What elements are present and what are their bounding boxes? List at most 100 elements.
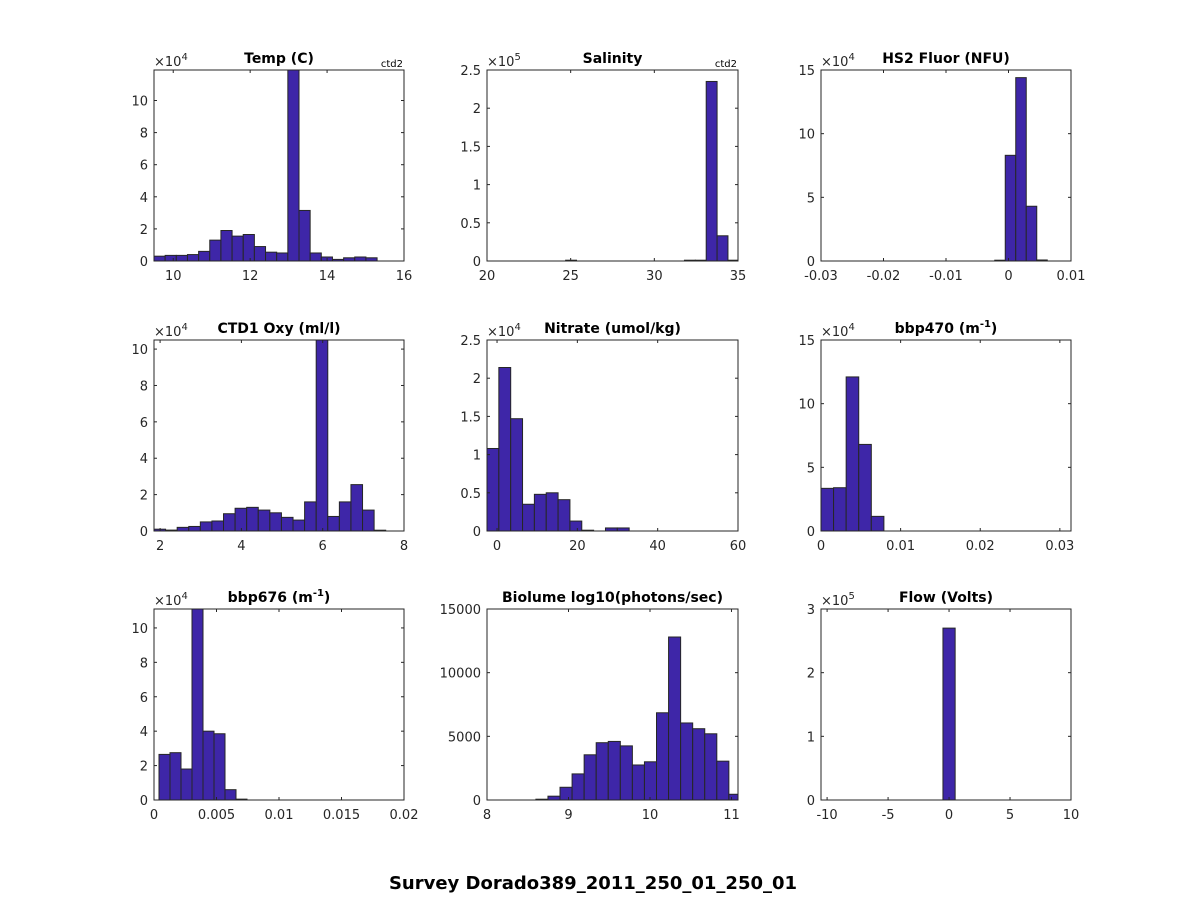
y-exponent-label: ×104 xyxy=(821,52,855,70)
subplot-1: 10 12 14 16 0 2 4 6 8 10 ×104 Temp (C) ctd2 xyxy=(131,51,412,284)
y-tick-label: 15 xyxy=(798,64,815,79)
histogram-bar xyxy=(571,773,585,801)
x-tick-label: 9 xyxy=(564,808,572,823)
sensor-annotation: ctd2 xyxy=(715,59,737,70)
y-exponent-label: ×104 xyxy=(154,591,188,609)
y-tick-label: 1 xyxy=(473,449,481,464)
histogram-bar xyxy=(257,509,271,532)
sensor-annotation: ctd2 xyxy=(381,59,403,70)
y-tick-label: 2.5 xyxy=(460,334,481,349)
x-tick-label: -0.01 xyxy=(929,269,963,284)
y-tick-label: 3 xyxy=(807,603,815,618)
x-tick-label: 0.02 xyxy=(966,539,995,554)
subplot-title: Nitrate (umol/kg) xyxy=(544,321,681,337)
histogram-bar xyxy=(820,487,835,532)
histogram-bar xyxy=(498,367,512,532)
histogram-bar xyxy=(169,752,182,801)
y-tick-label: 15 xyxy=(798,334,815,349)
axes-box xyxy=(820,608,1072,801)
histogram-bar xyxy=(656,712,670,801)
y-tick-label: 2 xyxy=(473,372,481,387)
x-tick-label: 0.005 xyxy=(198,808,235,823)
subplot-title: Salinity xyxy=(583,51,643,67)
y-tick-label: 5000 xyxy=(448,730,481,745)
x-tick-label: 10 xyxy=(642,808,659,823)
histogram-bar xyxy=(1004,154,1017,262)
x-tick-label: 20 xyxy=(479,269,496,284)
y-tick-label: 10000 xyxy=(440,667,481,682)
x-tick-label: 2 xyxy=(156,539,164,554)
histogram-bar xyxy=(164,254,177,262)
x-tick-label: -5 xyxy=(882,808,895,823)
axes-box xyxy=(486,608,739,801)
histogram-bar xyxy=(315,339,329,532)
histogram-bar xyxy=(211,520,225,532)
subplot-title: CTD1 Oxy (ml/l) xyxy=(217,321,340,337)
histogram-bar xyxy=(224,789,237,801)
y-exponent-label: ×104 xyxy=(154,322,188,340)
x-tick-label: -10 xyxy=(816,808,837,823)
histogram-bar xyxy=(280,516,294,532)
histogram-bar xyxy=(680,722,694,801)
x-tick-label: 10 xyxy=(1063,808,1080,823)
x-tick-label: 5 xyxy=(1006,808,1014,823)
y-tick-label: 1.5 xyxy=(460,410,481,425)
y-tick-label: 1 xyxy=(473,179,481,194)
x-tick-label: 0.015 xyxy=(323,808,360,823)
y-tick-label: 2 xyxy=(140,489,148,504)
histogram-bar xyxy=(350,484,364,532)
x-tick-label: 11 xyxy=(723,808,740,823)
histogram-bar xyxy=(510,418,524,532)
y-tick-label: 5 xyxy=(807,461,815,476)
y-tick-label: 0 xyxy=(807,255,815,270)
x-tick-label: 12 xyxy=(242,269,259,284)
figure-suptitle: Survey Dorado389_2011_250_01_250_01 xyxy=(389,873,797,894)
x-tick-label: 0.02 xyxy=(390,808,419,823)
x-tick-label: 40 xyxy=(649,539,666,554)
x-tick-label: 0 xyxy=(817,539,825,554)
x-tick-label: -0.03 xyxy=(804,269,838,284)
x-tick-label: 0.01 xyxy=(265,808,294,823)
y-tick-label: 0 xyxy=(140,525,148,540)
subplot-title: Temp (C) xyxy=(244,51,314,67)
histogram-bar xyxy=(292,519,306,532)
x-tick-label: 10 xyxy=(165,269,182,284)
x-tick-label: 0 xyxy=(150,808,158,823)
histogram-bar xyxy=(186,254,200,262)
x-tick-label: 4 xyxy=(237,539,245,554)
axes-background xyxy=(154,70,404,261)
y-tick-label: 2 xyxy=(807,667,815,682)
histogram-bar xyxy=(220,230,233,262)
y-tick-label: 2 xyxy=(473,102,481,117)
histogram-bar xyxy=(327,515,340,532)
histogram-bar xyxy=(198,250,211,262)
axes-box xyxy=(820,339,1072,532)
histogram-bar xyxy=(362,509,375,532)
histogram-bar xyxy=(209,239,222,262)
y-exponent-label: ×105 xyxy=(487,52,521,70)
histogram-bar xyxy=(158,753,171,801)
y-tick-label: 15000 xyxy=(440,603,481,618)
y-tick-label: 6 xyxy=(140,159,148,174)
histogram-bar xyxy=(180,768,193,801)
y-exponent-label: ×104 xyxy=(821,322,855,340)
y-tick-label: 4 xyxy=(140,452,148,467)
subplot-3: -0.03 -0.02 -0.01 0 0.01 0 5 10 15 ×104 HS2 Fluor … xyxy=(798,51,1085,284)
histogram-bar xyxy=(705,80,718,262)
histogram-bar xyxy=(223,513,236,532)
histogram-bar xyxy=(354,256,367,262)
y-tick-label: 2.5 xyxy=(460,64,481,79)
y-tick-label: 4 xyxy=(140,725,148,740)
histogram-bar xyxy=(569,520,583,532)
histogram-bar xyxy=(276,252,289,262)
histogram-bar xyxy=(668,636,682,801)
subplot-title: Flow (Volts) xyxy=(899,590,993,606)
axes-box xyxy=(486,339,739,532)
y-tick-label: 0 xyxy=(473,525,481,540)
y-tick-label: 0 xyxy=(140,255,148,270)
x-tick-label: 30 xyxy=(646,269,663,284)
histogram-bar xyxy=(522,503,535,532)
